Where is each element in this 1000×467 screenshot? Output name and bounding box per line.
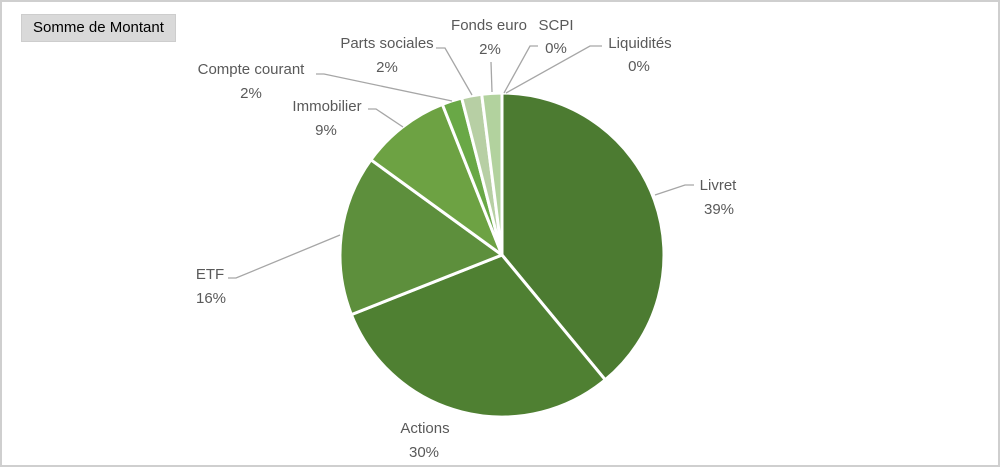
data-label-percent: 2%	[376, 59, 398, 76]
leader-line	[490, 61, 493, 93]
data-label-category: ETF	[196, 266, 224, 283]
data-label-percent: 2%	[479, 41, 501, 58]
leader-line	[505, 45, 602, 94]
pie-slice-fonds-euro[interactable]	[480, 91, 504, 257]
pie-slice-etf[interactable]	[338, 158, 504, 317]
pivot-field-button[interactable]: Somme de Montant	[21, 14, 176, 42]
pie-slice-actions[interactable]	[349, 253, 607, 419]
leader-line	[654, 184, 694, 196]
data-label-percent: 0%	[628, 58, 650, 75]
data-label-percent: 16%	[196, 290, 226, 307]
leader-line	[368, 108, 404, 128]
leader-line	[316, 73, 453, 102]
data-label-category: Livret	[700, 177, 738, 194]
leader-line	[503, 45, 538, 94]
data-label-category: SCPI	[538, 17, 573, 34]
data-label-category: Compte courant	[198, 61, 306, 78]
data-label-category: Actions	[400, 420, 449, 437]
leader-line	[436, 47, 473, 96]
pie-slice-livret[interactable]	[500, 91, 666, 382]
data-label-percent: 2%	[240, 85, 262, 102]
data-label-percent: 39%	[704, 201, 734, 218]
data-label-percent: 9%	[315, 122, 337, 139]
data-label-category: Fonds euro	[451, 17, 527, 34]
leader-line	[228, 234, 341, 279]
data-label-category: Parts sociales	[340, 35, 433, 52]
data-label-category: Immobilier	[292, 98, 361, 115]
data-label-percent: 0%	[545, 40, 567, 57]
data-label-percent: 30%	[409, 444, 439, 461]
data-label-category: Liquidités	[608, 35, 671, 52]
